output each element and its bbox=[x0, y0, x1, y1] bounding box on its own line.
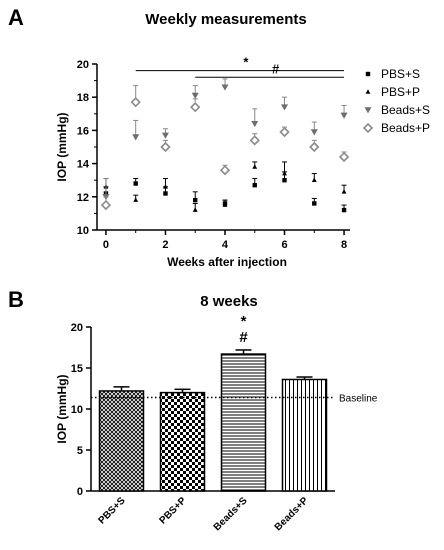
chart-b-significance-label: * bbox=[241, 313, 247, 330]
chart-b-bar-PBS+S bbox=[98, 390, 145, 492]
chart-a-point bbox=[191, 92, 199, 99]
chart-a-point bbox=[133, 181, 138, 186]
chart-a-xlabel: Weeks after injection bbox=[167, 255, 287, 269]
chart-a-point bbox=[132, 134, 140, 141]
chart-a-point bbox=[221, 84, 229, 91]
chart-a-legend-marker bbox=[362, 122, 374, 134]
chart-b-y-tick-label: 0 bbox=[77, 486, 83, 498]
chart-a-point bbox=[252, 164, 258, 169]
chart-a-title: Weekly measurements bbox=[145, 11, 306, 28]
chart-a: 10 12 14 16 18 20 0 2 4 6 8 * # PBS+S PBS+P Beads+S Bead… bbox=[77, 55, 430, 251]
chart-a-y-tick-label: 10 bbox=[77, 225, 89, 237]
chart-b-category-label: Beads+S bbox=[212, 495, 250, 533]
chart-a-point bbox=[309, 141, 320, 153]
chart-a-point bbox=[341, 207, 347, 213]
chart-a-significance-label: * bbox=[243, 55, 249, 70]
chart-a-x-tick-label: 0 bbox=[103, 239, 109, 251]
chart-a-point bbox=[163, 191, 168, 196]
chart-a-y-tick-label: 18 bbox=[77, 92, 89, 104]
chart-a-y-tick-label: 16 bbox=[77, 125, 89, 137]
chart-a-point bbox=[310, 129, 318, 136]
chart-a-point bbox=[192, 207, 198, 212]
chart-a-legend-label: Beads+S bbox=[381, 103, 430, 117]
chart-a-point bbox=[282, 178, 287, 183]
chart-b-y-tick-label: 10 bbox=[71, 404, 83, 416]
chart-a-point bbox=[219, 165, 231, 176]
chart-a-point bbox=[161, 132, 169, 139]
chart-b-title: 8 weeks bbox=[200, 293, 258, 310]
chart-a-point bbox=[338, 151, 350, 163]
chart-a-point bbox=[133, 197, 139, 202]
chart-b-category-label: PBS+P bbox=[157, 495, 188, 526]
chart-a-x-tick-label: 2 bbox=[162, 239, 168, 251]
chart-b-y-tick-label: 15 bbox=[71, 363, 83, 375]
chart-a-point bbox=[160, 141, 171, 153]
chart-a-point bbox=[130, 97, 141, 108]
chart-a-x-tick-label: 4 bbox=[222, 239, 229, 251]
chart-b-y-tick-label: 20 bbox=[71, 322, 83, 334]
chart-a-point bbox=[281, 104, 289, 111]
chart-a-point bbox=[341, 189, 347, 194]
chart-b-category-label: Beads+P bbox=[273, 495, 311, 533]
chart-a-ylabel: IOP (mmHg) bbox=[55, 112, 69, 181]
chart-a-legend-marker bbox=[364, 107, 372, 114]
chart-a-point bbox=[193, 197, 198, 203]
chart-a-series-Beads+S bbox=[102, 78, 348, 201]
chart-b: 0 5 10 15 20 PBS+S PBS+P Beads+S Beads+P Baseline… bbox=[71, 313, 378, 533]
chart-a-point bbox=[279, 126, 290, 138]
chart-a-point bbox=[282, 170, 287, 176]
chart-b-baseline-label: Baseline bbox=[339, 394, 378, 405]
chart-a-significance-label: # bbox=[272, 61, 280, 76]
chart-b-ylabel: IOP (mmHg) bbox=[55, 374, 69, 443]
chart-a-point bbox=[311, 177, 317, 182]
chart-a-point bbox=[251, 120, 259, 128]
chart-b-bar-PBS+P bbox=[159, 391, 206, 492]
chart-a-point bbox=[252, 182, 257, 188]
chart-b-bar-Beads+S bbox=[220, 353, 267, 492]
chart-a-x-tick-label: 8 bbox=[341, 239, 347, 251]
chart-a-legend-marker bbox=[365, 89, 371, 94]
chart-a-y-tick-label: 20 bbox=[77, 59, 89, 71]
chart-a-point bbox=[100, 199, 112, 211]
chart-a-y-tick-label: 14 bbox=[77, 159, 90, 171]
chart-a-legend-label: PBS+S bbox=[381, 67, 420, 81]
chart-b-y-tick-label: 5 bbox=[77, 445, 83, 457]
chart-a-series-Beads+P bbox=[100, 85, 350, 211]
chart-a-point bbox=[190, 102, 201, 113]
chart-b-bar-Beads+P bbox=[281, 378, 328, 492]
chart-b-significance-label: # bbox=[239, 329, 248, 346]
panel-a-letter: A bbox=[8, 5, 24, 30]
chart-a-point bbox=[312, 201, 317, 206]
chart-a-point bbox=[340, 112, 348, 119]
chart-a-legend-label: Beads+P bbox=[381, 121, 430, 135]
chart-a-legend-marker bbox=[365, 71, 371, 77]
chart-a-point bbox=[222, 202, 228, 207]
chart-a-legend-label: PBS+P bbox=[381, 85, 420, 99]
chart-b-category-label: PBS+S bbox=[96, 495, 127, 526]
chart-a-point bbox=[249, 135, 260, 146]
panel-b-letter: B bbox=[8, 287, 24, 312]
chart-a-x-tick-label: 6 bbox=[281, 239, 287, 251]
chart-a-point bbox=[163, 184, 168, 189]
chart-a-y-tick-label: 12 bbox=[77, 192, 89, 204]
